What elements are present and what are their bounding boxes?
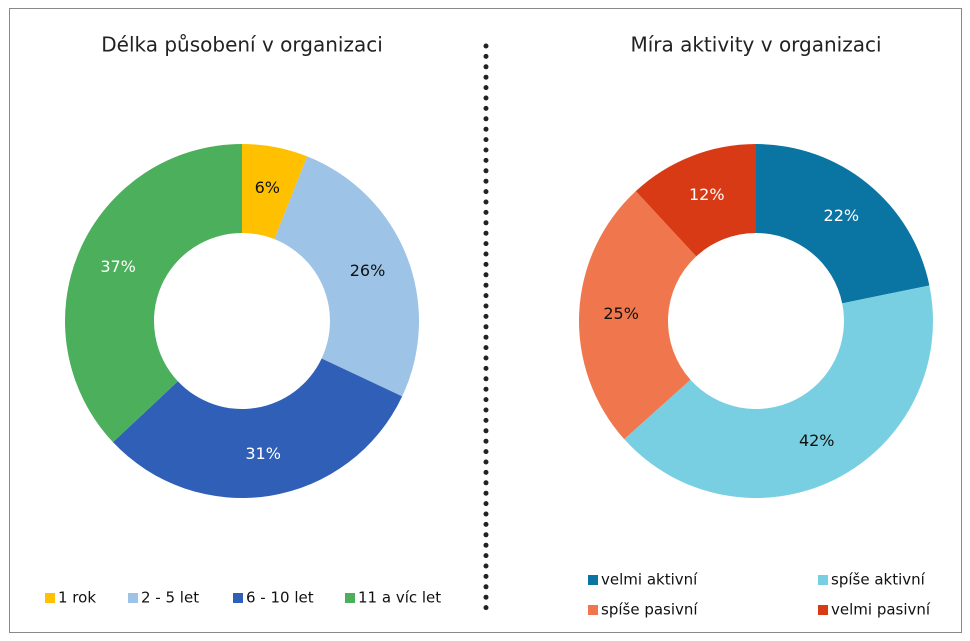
value-label: 12% <box>689 185 725 204</box>
donut-slice <box>274 156 419 397</box>
value-label: 26% <box>350 261 386 280</box>
legend-swatch <box>128 593 138 603</box>
chart-title: Délka působení v organizaci <box>101 33 383 57</box>
legend-swatch <box>818 575 828 585</box>
legend-swatch <box>345 593 355 603</box>
legend-label: spíše aktivní <box>831 571 926 589</box>
legend-swatch <box>588 575 598 585</box>
donut-slice <box>579 191 697 440</box>
legend-label: spíše pasivní <box>601 601 698 619</box>
legend-label: 11 a víc let <box>358 589 441 607</box>
legend-label: 2 - 5 let <box>141 589 199 607</box>
legend-swatch <box>818 605 828 615</box>
value-label: 42% <box>799 431 835 450</box>
value-label: 25% <box>603 304 639 323</box>
value-label: 31% <box>245 444 281 463</box>
legend-swatch <box>45 593 55 603</box>
legend-label: velmi pasivní <box>831 601 931 619</box>
donut-slice <box>242 144 308 240</box>
legend-swatch <box>588 605 598 615</box>
value-label: 6% <box>255 178 280 197</box>
value-label: 22% <box>824 206 860 225</box>
donut-slice <box>755 144 930 304</box>
donut-slice <box>624 285 933 498</box>
legend-label: 1 rok <box>58 589 96 607</box>
legend-label: 6 - 10 let <box>246 589 314 607</box>
value-label: 37% <box>100 257 136 276</box>
legend-label: velmi aktivní <box>601 571 698 589</box>
donut-slice <box>65 144 242 443</box>
donut-slice <box>635 144 756 257</box>
donut-slice <box>112 358 403 499</box>
frame <box>9 8 962 633</box>
chart-title: Míra aktivity v organizaci <box>630 33 881 57</box>
legend-swatch <box>233 593 243 603</box>
